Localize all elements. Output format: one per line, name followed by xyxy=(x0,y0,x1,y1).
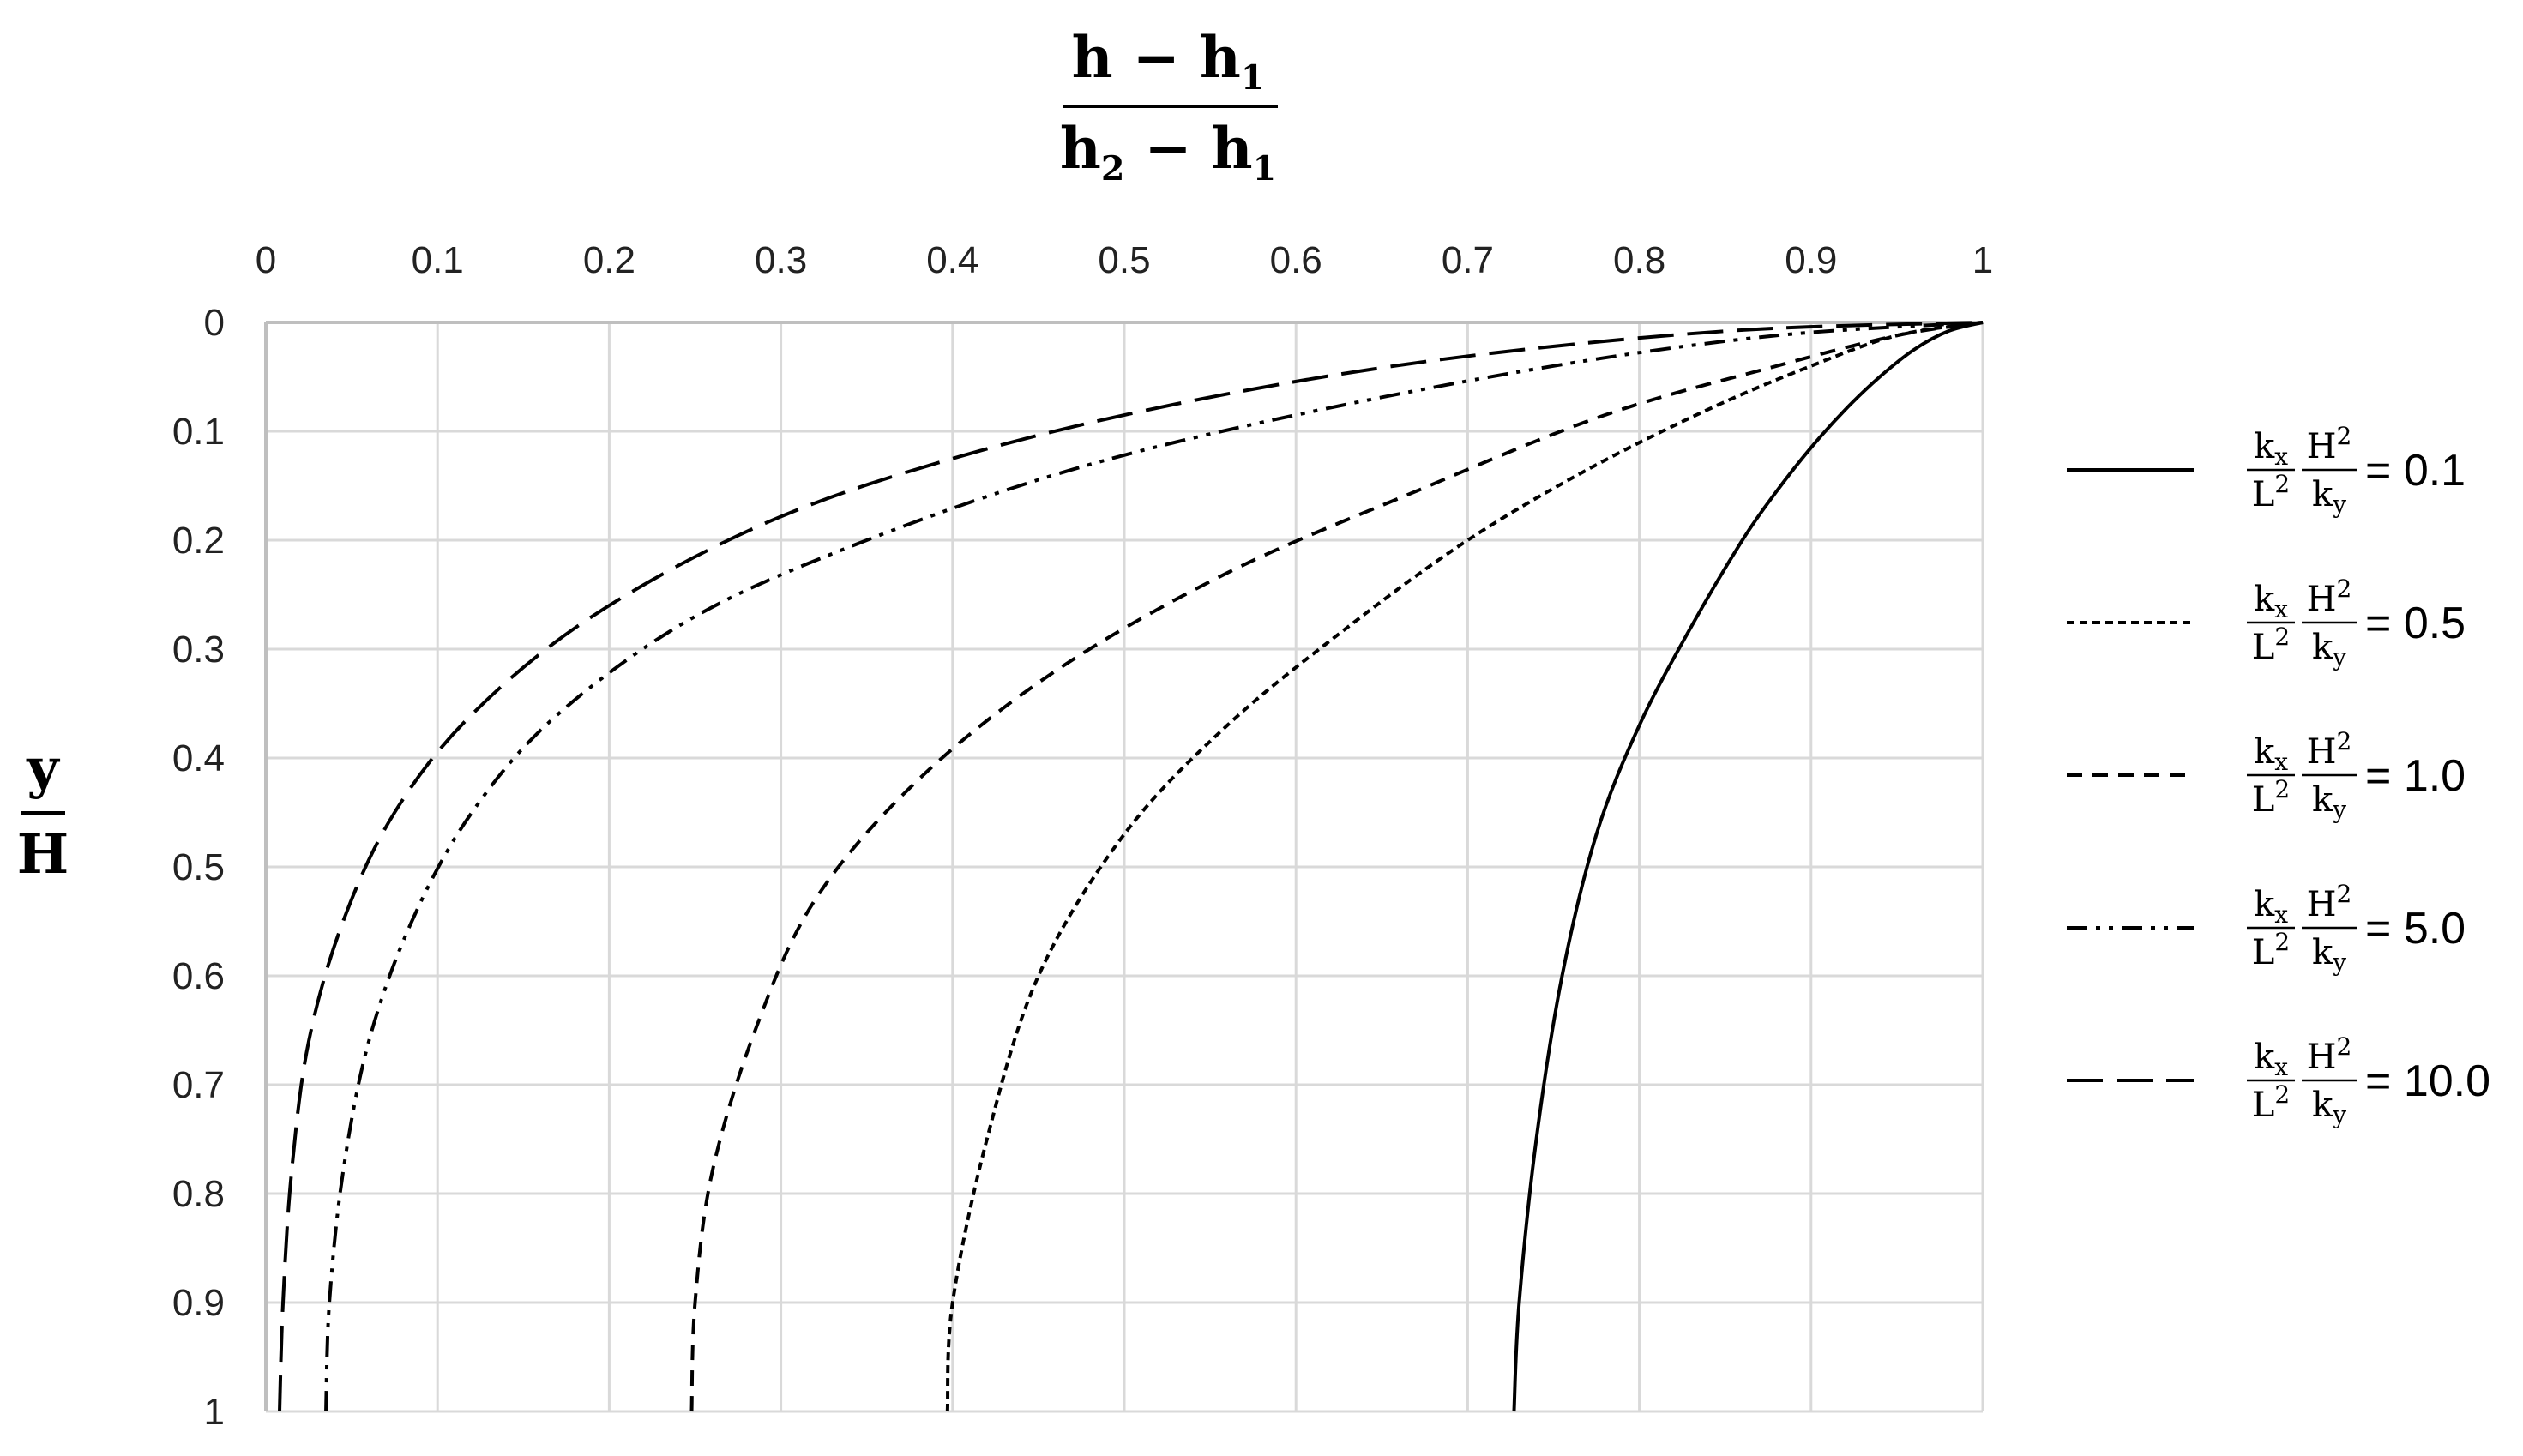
x-axis-title-denominator: h2 − h1 xyxy=(1060,115,1276,189)
y-axis-title: y H xyxy=(17,737,69,887)
legend-term-H2: H2 xyxy=(2307,422,2352,466)
x-tick-label: 0.9 xyxy=(1785,239,1837,281)
y-tick-label: 0.5 xyxy=(172,846,225,888)
legend-term-L2: L2 xyxy=(2252,470,2290,514)
legend-term-L2: L2 xyxy=(2252,1080,2290,1125)
series-line-3 xyxy=(689,321,1984,1412)
x-tick-label: 0.3 xyxy=(755,239,807,281)
legend-term-L2: L2 xyxy=(2252,775,2290,820)
legend-value: = 1.0 xyxy=(2365,751,2466,801)
x-tick-label: 0.7 xyxy=(1442,239,1494,281)
y-tick-label: 0.1 xyxy=(172,411,225,453)
series-line-4 xyxy=(324,321,1984,1412)
legend-value: = 0.5 xyxy=(2365,599,2466,648)
x-tick-label: 0.5 xyxy=(1098,239,1150,281)
legend-term-H2: H2 xyxy=(2307,1032,2352,1077)
x-axis-title-numerator: h − h1 xyxy=(1072,24,1265,98)
y-tick-labels: 0 0.1 0.2 0.3 0.4 0.5 0.6 0.7 0.8 0.9 1 xyxy=(172,302,225,1433)
x-tick-label: 0.2 xyxy=(583,239,635,281)
legend-term-ky: ky xyxy=(2312,933,2346,977)
x-tick-labels: 0 0.1 0.2 0.3 0.4 0.5 0.6 0.7 0.8 0.9 1 xyxy=(256,239,1993,281)
series-line-1 xyxy=(1512,321,1984,1412)
y-tick-label: 1 xyxy=(204,1391,225,1433)
y-tick-label: 0.3 xyxy=(172,629,225,671)
series-lines xyxy=(278,321,1984,1412)
legend-term-L2: L2 xyxy=(2252,928,2290,972)
legend-term-ky: ky xyxy=(2312,475,2346,519)
x-tick-label: 0.1 xyxy=(412,239,464,281)
y-axis-title-denominator: H xyxy=(17,822,69,887)
x-tick-label: 0.4 xyxy=(926,239,978,281)
legend-term-L2: L2 xyxy=(2252,623,2290,667)
x-tick-label: 0 xyxy=(256,239,276,281)
legend-term-ky: ky xyxy=(2312,628,2346,671)
legend-term-kx: kx xyxy=(2254,885,2288,929)
x-tick-label: 1 xyxy=(1972,239,1993,281)
x-tick-label: 0.6 xyxy=(1270,239,1322,281)
legend-term-kx: kx xyxy=(2254,427,2288,471)
legend-value: = 0.1 xyxy=(2365,446,2466,496)
series-line-2 xyxy=(945,321,1984,1412)
y-tick-label: 0.6 xyxy=(172,955,225,997)
y-tick-label: 0.2 xyxy=(172,520,225,562)
legend-term-ky: ky xyxy=(2312,780,2346,824)
y-tick-label: 0.9 xyxy=(172,1282,225,1324)
legend-term-ky: ky xyxy=(2312,1086,2346,1129)
y-axis-title-numerator: y xyxy=(26,737,60,801)
y-tick-label: 0.8 xyxy=(172,1173,225,1215)
legend-term-H2: H2 xyxy=(2307,727,2352,772)
legend-term-H2: H2 xyxy=(2307,575,2352,619)
y-tick-label: 0.7 xyxy=(172,1064,225,1106)
legend-term-kx: kx xyxy=(2254,1038,2288,1081)
y-tick-label: 0 xyxy=(204,302,225,344)
y-tick-label: 0.4 xyxy=(172,737,225,779)
legend-term-kx: kx xyxy=(2254,580,2288,623)
legend-term-kx: kx xyxy=(2254,732,2288,776)
legend-value: = 10.0 xyxy=(2365,1056,2490,1106)
x-axis-title: h − h1 h2 − h1 xyxy=(1060,24,1278,189)
legend-value: = 5.0 xyxy=(2365,904,2466,954)
series-line-5 xyxy=(278,321,1984,1412)
legend-term-H2: H2 xyxy=(2307,880,2352,924)
grid xyxy=(264,321,1984,1413)
x-tick-label: 0.8 xyxy=(1613,239,1665,281)
